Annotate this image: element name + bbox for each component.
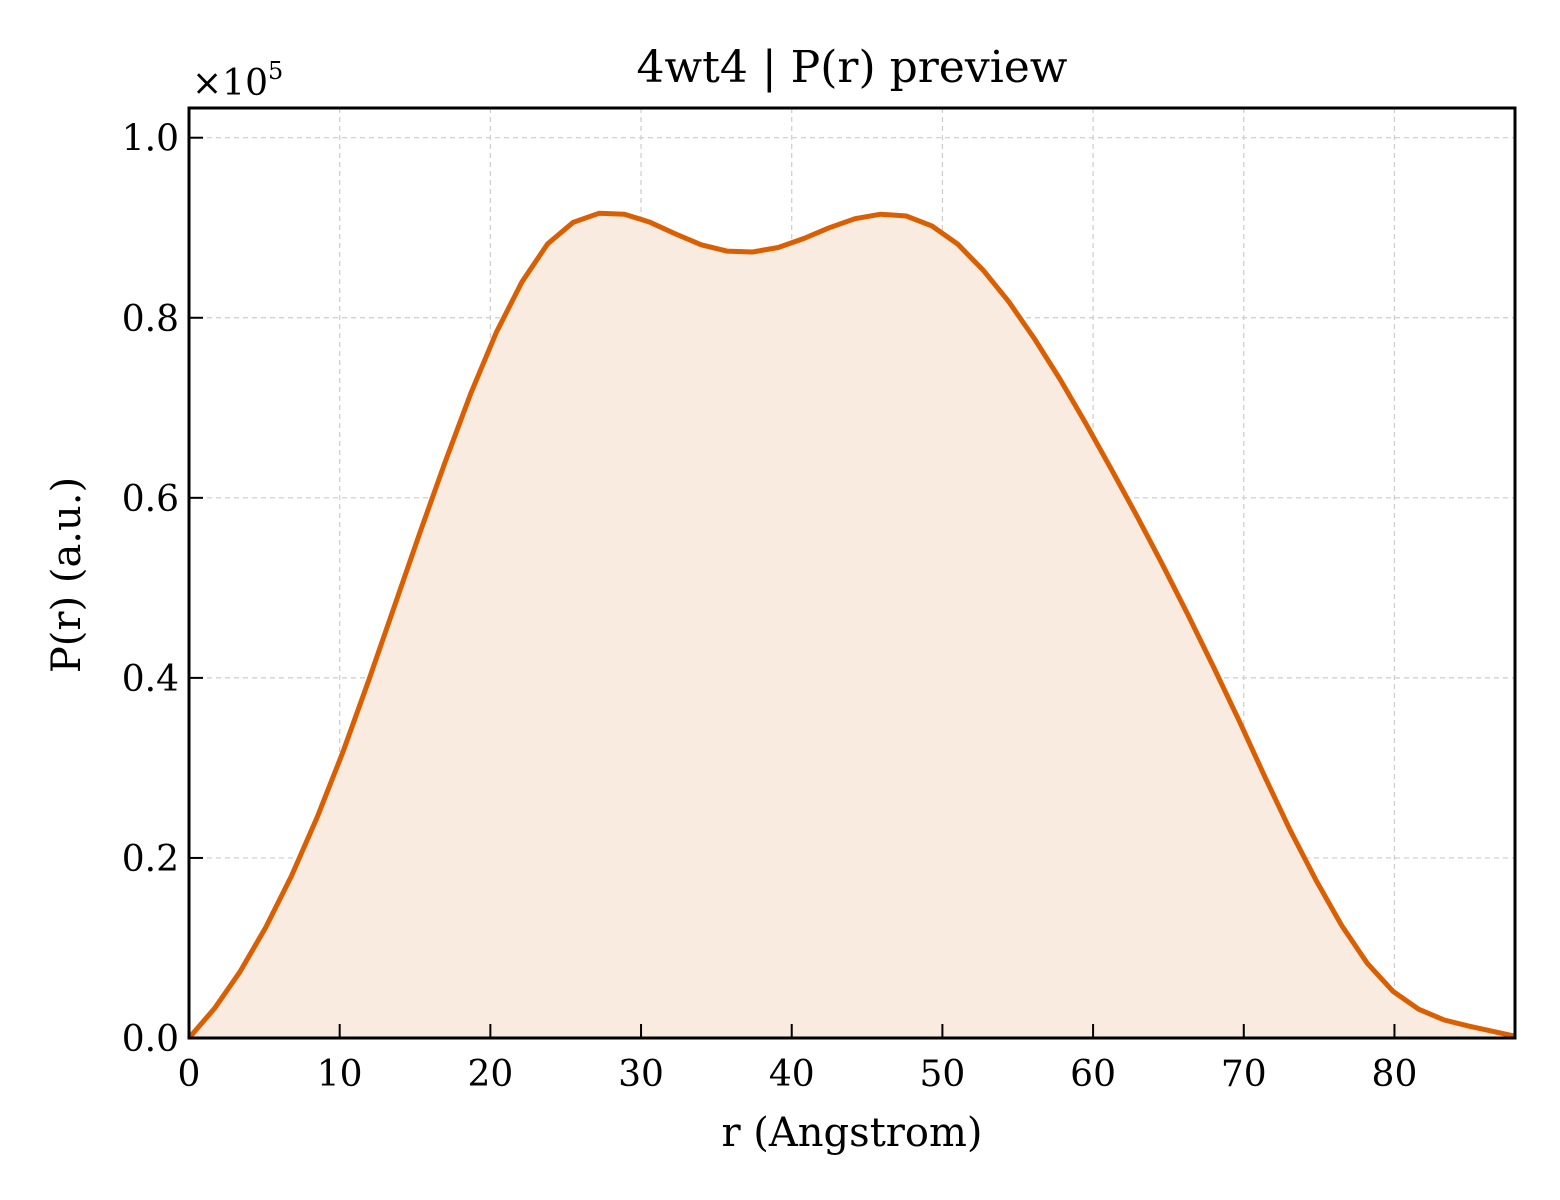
- x-axis-label: r (Angstrom): [721, 1110, 982, 1156]
- x-tick-label-3: 30: [618, 1054, 664, 1095]
- y-tick-label-5: 1.0: [122, 119, 179, 160]
- plot-frame: [187, 106, 1517, 1040]
- y-axis-label: P(r) (a.u.): [44, 477, 90, 673]
- y-tick-labels: 0.0 0.2 0.4 0.6 0.8 1.0: [122, 119, 179, 1060]
- y-tick-label-1: 0.2: [122, 839, 179, 880]
- x-tick-labels: 0 10 20 30 40 50 60 70 80: [178, 1054, 1418, 1095]
- pr-area-fill: [189, 213, 1515, 1039]
- x-tick-label-8: 80: [1372, 1054, 1418, 1095]
- x-tick-label-1: 10: [317, 1054, 363, 1095]
- y-tick-label-0: 0.0: [122, 1019, 179, 1060]
- y-tick-label-4: 0.8: [122, 299, 179, 340]
- x-tick-label-2: 20: [467, 1054, 513, 1095]
- x-tick-label-6: 60: [1070, 1054, 1116, 1095]
- y-tick-label-2: 0.4: [122, 659, 179, 700]
- pr-series-line: [187, 210, 1516, 1040]
- x-tick-label-0: 0: [178, 1054, 201, 1095]
- x-tick-label-7: 70: [1221, 1054, 1267, 1095]
- x-tick-label-5: 50: [920, 1054, 966, 1095]
- chart-title: 4wt4 | P(r) preview: [637, 42, 1068, 93]
- x-tick-label-4: 40: [769, 1054, 815, 1095]
- axis-ticks: [188, 136, 1396, 1039]
- y-tick-label-3: 0.6: [122, 479, 179, 520]
- y-multiplier: ×105: [192, 57, 283, 104]
